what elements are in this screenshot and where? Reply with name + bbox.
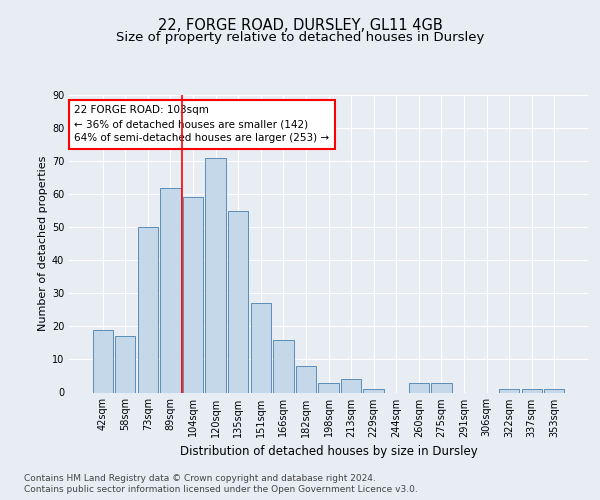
Bar — [115, 336, 136, 392]
X-axis label: Distribution of detached houses by size in Dursley: Distribution of detached houses by size … — [179, 445, 478, 458]
Bar — [431, 382, 452, 392]
Bar — [499, 389, 519, 392]
Bar — [228, 210, 248, 392]
Bar — [296, 366, 316, 392]
Bar — [521, 389, 542, 392]
Bar — [183, 198, 203, 392]
Text: Contains HM Land Registry data © Crown copyright and database right 2024.: Contains HM Land Registry data © Crown c… — [24, 474, 376, 483]
Bar — [341, 380, 361, 392]
Bar — [319, 382, 338, 392]
Bar — [544, 389, 565, 392]
Bar — [160, 188, 181, 392]
Text: 22 FORGE ROAD: 103sqm
← 36% of detached houses are smaller (142)
64% of semi-det: 22 FORGE ROAD: 103sqm ← 36% of detached … — [74, 106, 329, 144]
Y-axis label: Number of detached properties: Number of detached properties — [38, 156, 47, 332]
Bar — [273, 340, 293, 392]
Text: Size of property relative to detached houses in Dursley: Size of property relative to detached ho… — [116, 31, 484, 44]
Text: Contains public sector information licensed under the Open Government Licence v3: Contains public sector information licen… — [24, 485, 418, 494]
Bar — [409, 382, 429, 392]
Bar — [251, 303, 271, 392]
Bar — [205, 158, 226, 392]
Bar — [364, 389, 384, 392]
Bar — [92, 330, 113, 392]
Bar — [138, 227, 158, 392]
Text: 22, FORGE ROAD, DURSLEY, GL11 4GB: 22, FORGE ROAD, DURSLEY, GL11 4GB — [158, 18, 442, 32]
